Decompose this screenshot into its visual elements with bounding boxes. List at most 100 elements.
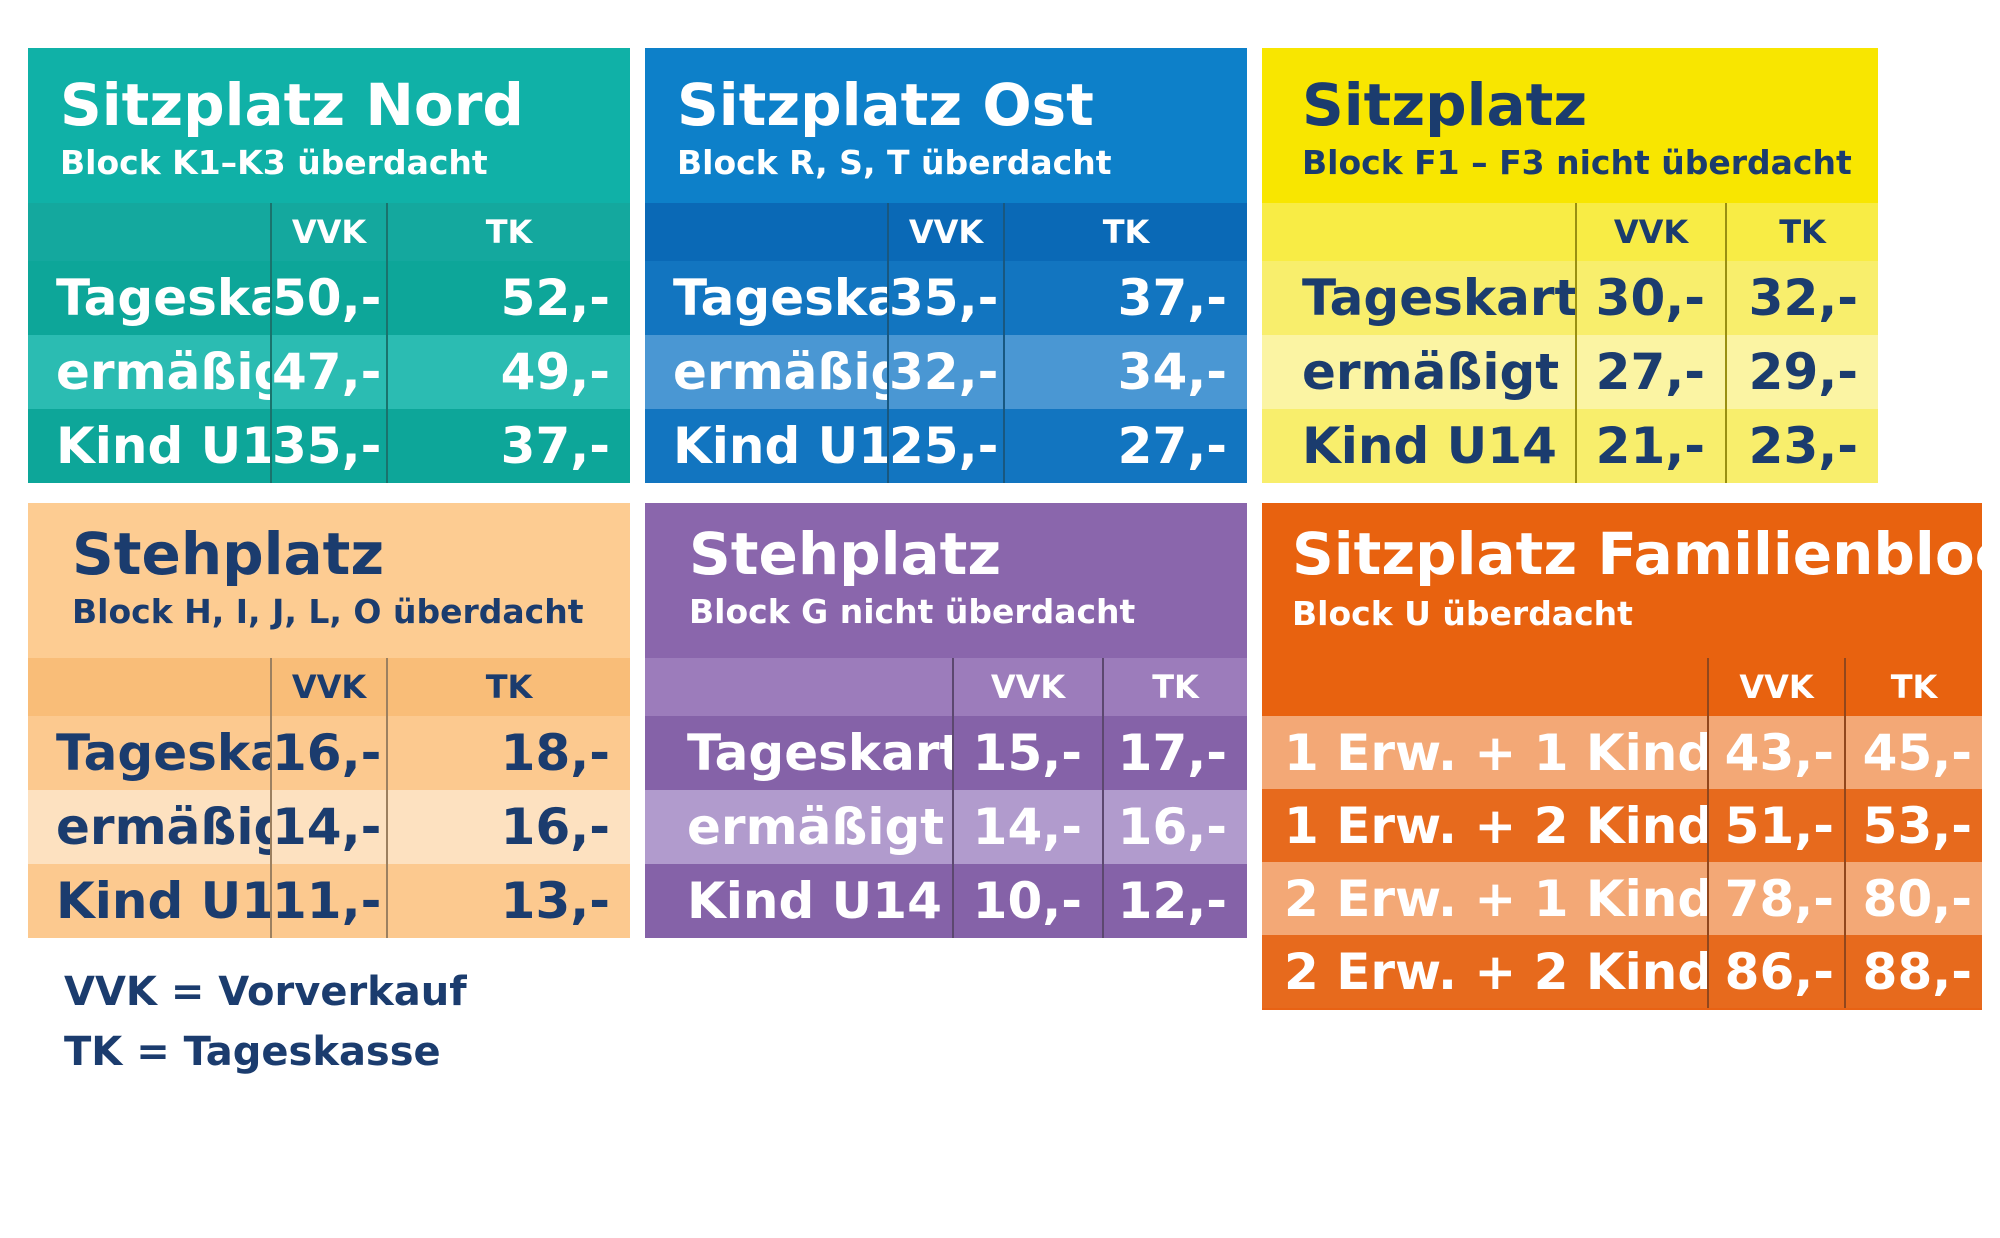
price-row: ermäßigt 14,- 16,- [645, 790, 1247, 864]
price-tk: 88,- [1844, 935, 1982, 1008]
price-row: ermäßigt 14,- 16,- [28, 790, 630, 864]
price-row: ermäßigt 47,- 49,- [28, 335, 630, 409]
price-tk: 53,- [1844, 789, 1982, 862]
price-table-header: VVK TK [645, 658, 1247, 716]
price-vvk: 21,- [1575, 409, 1726, 483]
card-subtitle: Block R, S, T überdacht [677, 143, 1112, 182]
row-label: Tageskarte [56, 724, 271, 782]
price-card-sitzplatz: Sitzplatz Block F1 – F3 nicht überdacht … [1262, 48, 1878, 483]
price-table: VVK TK Tageskarte 15,- 17,- ermäßigt 14,… [645, 658, 1247, 938]
price-table-header: VVK TK [645, 203, 1247, 261]
price-tk: 18,- [386, 716, 630, 790]
price-row: Tageskarte 30,- 32,- [1262, 261, 1878, 335]
price-row: ermäßigt 32,- 34,- [645, 335, 1247, 409]
header-blank-cell [1262, 203, 1576, 261]
card-header: Sitzplatz Nord Block K1–K3 überdacht [28, 48, 630, 203]
card-title: Sitzplatz Familienblock [1292, 520, 1982, 588]
card-subtitle: Block K1–K3 überdacht [60, 143, 488, 182]
card-title: Sitzplatz [1302, 71, 1588, 139]
price-row: Kind U14 35,- 37,- [28, 409, 630, 483]
price-card-stehplatz-g: Stehplatz Block G nicht überdacht VVK TK… [645, 503, 1247, 938]
price-table: VVK TK 1 Erw. + 1 Kind 43,- 45,- 1 Erw. … [1262, 658, 1982, 1008]
price-table: VVK TK Tageskarte 16,- 18,- ermäßigt 14,… [28, 658, 630, 938]
header-vvk: VVK [1707, 658, 1845, 716]
price-tk: 34,- [1003, 335, 1247, 409]
price-vvk: 35,- [887, 261, 1004, 335]
header-tk: TK [1844, 658, 1982, 716]
card-subtitle: Block U überdacht [1292, 594, 1633, 633]
card-title: Sitzplatz Nord [60, 71, 524, 139]
row-label: 1 Erw. + 2 Kinder [1284, 796, 1708, 855]
price-card-sitzplatz-nord: Sitzplatz Nord Block K1–K3 überdacht VVK… [28, 48, 630, 483]
row-label: Kind U14 [56, 417, 271, 475]
price-row: Kind U14 11,- 13,- [28, 864, 630, 938]
price-card-familienblock: Sitzplatz Familienblock Block U überdach… [1262, 503, 1982, 1010]
price-vvk: 35,- [270, 409, 387, 483]
card-title: Sitzplatz Ost [677, 71, 1094, 139]
price-card-sitzplatz-ost: Sitzplatz Ost Block R, S, T überdacht VV… [645, 48, 1247, 483]
price-vvk: 50,- [270, 261, 387, 335]
price-row: Tageskarte 15,- 17,- [645, 716, 1247, 790]
row-label: Tageskarte [687, 724, 953, 782]
price-vvk: 51,- [1707, 789, 1845, 862]
price-tk: 29,- [1725, 335, 1878, 409]
card-subtitle: Block H, I, J, L, O überdacht [72, 592, 584, 631]
row-label: ermäßigt [673, 343, 888, 401]
header-vvk: VVK [952, 658, 1103, 716]
price-table-header: VVK TK [28, 658, 630, 716]
card-title: Stehplatz [72, 520, 385, 588]
row-label: Tageskarte [1302, 269, 1576, 327]
price-tk: 23,- [1725, 409, 1878, 483]
card-subtitle: Block F1 – F3 nicht überdacht [1302, 143, 1852, 182]
row-label: 2 Erw. + 2 Kinder [1284, 942, 1708, 1001]
price-row: Kind U14 10,- 12,- [645, 864, 1247, 938]
price-vvk: 47,- [270, 335, 387, 409]
header-blank-cell [645, 658, 953, 716]
price-vvk: 25,- [887, 409, 1004, 483]
card-header: Stehplatz Block G nicht überdacht [645, 503, 1247, 658]
header-blank-cell [28, 658, 271, 716]
price-row: Tageskarte 35,- 37,- [645, 261, 1247, 335]
header-tk: TK [1725, 203, 1878, 261]
header-tk: TK [386, 658, 630, 716]
header-tk: TK [1102, 658, 1247, 716]
price-vvk: 10,- [952, 864, 1103, 938]
price-vvk: 16,- [270, 716, 387, 790]
price-table: VVK TK Tageskarte 35,- 37,- ermäßigt 32,… [645, 203, 1247, 483]
row-label: 2 Erw. + 1 Kind [1284, 869, 1708, 928]
price-row: 1 Erw. + 1 Kind 43,- 45,- [1262, 716, 1982, 789]
price-vvk: 14,- [952, 790, 1103, 864]
price-vvk: 27,- [1575, 335, 1726, 409]
card-header: Sitzplatz Familienblock Block U überdach… [1262, 503, 1982, 658]
price-vvk: 11,- [270, 864, 387, 938]
price-table-header: VVK TK [1262, 203, 1878, 261]
price-tk: 52,- [386, 261, 630, 335]
price-vvk: 15,- [952, 716, 1103, 790]
header-vvk: VVK [270, 203, 387, 261]
price-table: VVK TK Tageskarte 50,- 52,- ermäßigt 47,… [28, 203, 630, 483]
price-table-header: VVK TK [1262, 658, 1982, 716]
card-subtitle: Block G nicht überdacht [689, 592, 1136, 631]
price-vvk: 86,- [1707, 935, 1845, 1008]
price-tk: 45,- [1844, 716, 1982, 789]
price-row: ermäßigt 27,- 29,- [1262, 335, 1878, 409]
price-tk: 13,- [386, 864, 630, 938]
row-label: 1 Erw. + 1 Kind [1284, 723, 1708, 782]
header-vvk: VVK [887, 203, 1004, 261]
price-row: Kind U14 25,- 27,- [645, 409, 1247, 483]
header-tk: TK [386, 203, 630, 261]
row-label: Kind U14 [673, 417, 888, 475]
price-tk: 37,- [386, 409, 630, 483]
row-label: Tageskarte [56, 269, 271, 327]
card-header: Stehplatz Block H, I, J, L, O überdacht [28, 503, 630, 658]
price-card-stehplatz-ueberdacht: Stehplatz Block H, I, J, L, O überdacht … [28, 503, 630, 938]
card-header: Sitzplatz Block F1 – F3 nicht überdacht [1262, 48, 1878, 203]
price-tk: 49,- [386, 335, 630, 409]
card-header: Sitzplatz Ost Block R, S, T überdacht [645, 48, 1247, 203]
price-tk: 12,- [1102, 864, 1247, 938]
row-label: Kind U14 [687, 872, 942, 930]
row-label: Kind U14 [1302, 417, 1557, 475]
price-vvk: 32,- [887, 335, 1004, 409]
price-vvk: 14,- [270, 790, 387, 864]
price-tk: 32,- [1725, 261, 1878, 335]
